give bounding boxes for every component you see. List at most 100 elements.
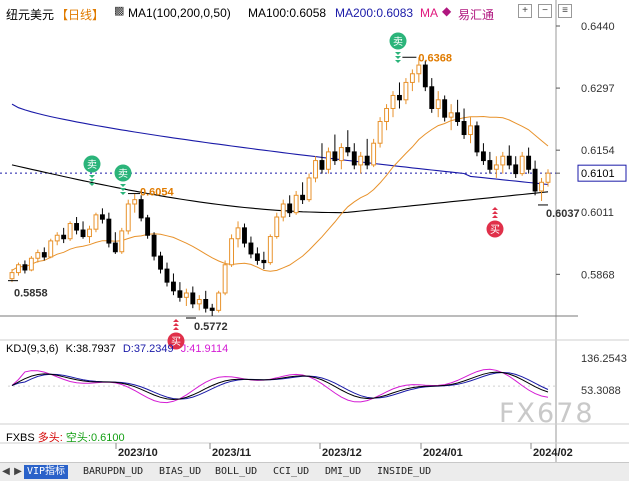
candle-body bbox=[338, 147, 344, 162]
candle-body bbox=[371, 142, 377, 166]
settings-icon[interactable]: ≡ bbox=[558, 4, 572, 18]
candle-body bbox=[22, 264, 28, 271]
sell-signal-2-arrow bbox=[120, 188, 126, 191]
kdj-k-value: K:38.7937 bbox=[65, 343, 116, 355]
candle-body bbox=[177, 290, 183, 298]
ma100-value: MA100:0.6058 bbox=[248, 6, 327, 20]
candle-body bbox=[125, 203, 131, 232]
scroll-left-icon[interactable]: ◀ bbox=[2, 466, 10, 477]
sell-signal-3-arrow bbox=[395, 56, 401, 59]
candle-body bbox=[216, 292, 222, 311]
fxbs-legend: FXBS 多头: 空头:0.6100 bbox=[6, 429, 125, 445]
candle-body bbox=[183, 292, 189, 298]
candle-body bbox=[28, 257, 34, 271]
price-tick-label: 0.6440 bbox=[581, 21, 615, 33]
candle-body bbox=[209, 307, 215, 311]
buy-signal-1: 买 bbox=[167, 319, 185, 350]
candle-body bbox=[16, 264, 21, 274]
buy-signal-1-arrow bbox=[173, 323, 179, 326]
candle-body bbox=[300, 194, 306, 201]
candle-body bbox=[87, 228, 92, 238]
candle-body bbox=[274, 216, 280, 238]
price-tick-label: 0.6011 bbox=[581, 207, 614, 219]
candle-body bbox=[229, 238, 235, 266]
buy-signal-2-arrow bbox=[492, 215, 498, 218]
chart-type-icon[interactable]: ▩ bbox=[114, 5, 125, 17]
zoom-in-icon[interactable]: + bbox=[518, 4, 532, 18]
sell-signal-3-circle bbox=[389, 32, 407, 50]
candle-body bbox=[112, 242, 118, 253]
ma200-line bbox=[11, 103, 549, 186]
candle-body bbox=[487, 160, 493, 170]
candle-body bbox=[403, 81, 409, 101]
sell-signal-1-arrow bbox=[89, 175, 95, 178]
ma100-line bbox=[11, 164, 549, 214]
kdj-d-value: D:37.2349 bbox=[122, 343, 174, 355]
candle-body bbox=[145, 217, 151, 236]
candle-body bbox=[248, 242, 254, 255]
ma200-value: MA200:0.6083 bbox=[335, 6, 414, 20]
candle-body bbox=[196, 299, 202, 305]
candle-body bbox=[384, 107, 389, 123]
candle-body bbox=[48, 240, 54, 258]
period-label[interactable]: 【日线】 bbox=[56, 8, 105, 22]
candle-body bbox=[106, 218, 112, 244]
tab-bias[interactable]: BIAS_UD bbox=[159, 466, 202, 477]
tab-dmi[interactable]: DMI_UD bbox=[325, 466, 362, 477]
sell-signal-2-arrow bbox=[120, 184, 126, 187]
candle-body bbox=[171, 281, 176, 292]
candle-body bbox=[319, 160, 325, 170]
left-low-label: 0.5858 bbox=[14, 288, 48, 300]
tab-barupdn[interactable]: BARUPDN_UD bbox=[83, 466, 144, 477]
candle-body bbox=[280, 203, 286, 218]
buy-signal-2: 买 bbox=[486, 207, 504, 238]
buy-signal-1-arrow bbox=[173, 327, 179, 330]
candle-body bbox=[306, 177, 312, 201]
watermark: FX678 bbox=[499, 398, 595, 429]
fxbs-short: 空头:0.6100 bbox=[65, 432, 125, 444]
sell-signal-3: 卖 bbox=[389, 32, 407, 63]
zoom-out-icon[interactable]: − bbox=[538, 4, 552, 18]
candle-body bbox=[242, 227, 247, 244]
ma-config: MA1(100,200,0,50) bbox=[128, 6, 231, 20]
buy-signal-2-arrow bbox=[492, 211, 498, 214]
sell-signal-3-text: 卖 bbox=[393, 36, 403, 48]
ma-short-label: MA bbox=[420, 6, 438, 20]
candle-body bbox=[9, 272, 15, 280]
scroll-right-icon[interactable]: ▶ bbox=[14, 466, 22, 477]
candle-body bbox=[468, 125, 473, 136]
candle-body bbox=[41, 252, 47, 258]
tab-inside[interactable]: INSIDE_UD bbox=[377, 466, 432, 477]
left-high-label: 0.6054 bbox=[140, 187, 175, 199]
candle-body bbox=[532, 168, 538, 192]
sell-signal-1-arrow bbox=[89, 179, 95, 182]
candle-body bbox=[261, 259, 267, 264]
candle-body bbox=[332, 151, 338, 162]
candle-body bbox=[429, 86, 435, 109]
candle-body bbox=[513, 164, 519, 175]
buy-signal-2-circle bbox=[486, 220, 504, 238]
sell-signal-2-text: 卖 bbox=[118, 168, 128, 180]
candle-body bbox=[254, 253, 260, 261]
sell-signal-1-text: 卖 bbox=[87, 159, 97, 171]
tab-boll[interactable]: BOLL_UD bbox=[215, 466, 258, 477]
candle-body bbox=[474, 125, 480, 153]
candle-body bbox=[325, 151, 331, 170]
candle-body bbox=[545, 172, 551, 183]
candle-body bbox=[35, 252, 41, 259]
fxbs-long: 多头: bbox=[37, 432, 63, 444]
tab-cci[interactable]: CCI_UD bbox=[273, 466, 310, 477]
candle-body bbox=[351, 151, 357, 166]
indicator-tab-bar: ◀ ▶ VIP指标 BARUPDN_UD BIAS_UD BOLL_UD CCI… bbox=[0, 462, 629, 481]
candle-body bbox=[480, 151, 486, 162]
candle-body bbox=[293, 194, 299, 214]
candle-body bbox=[416, 64, 422, 75]
time-tick-label: 2023/11 bbox=[212, 447, 251, 459]
candle-body bbox=[364, 155, 370, 166]
candle-body bbox=[222, 264, 228, 294]
kdj-j-value: J:41.9114 bbox=[180, 343, 229, 355]
tab-vip[interactable]: VIP指标 bbox=[24, 465, 69, 479]
high-label: 0.6368 bbox=[418, 52, 452, 64]
candle-body bbox=[93, 214, 99, 230]
